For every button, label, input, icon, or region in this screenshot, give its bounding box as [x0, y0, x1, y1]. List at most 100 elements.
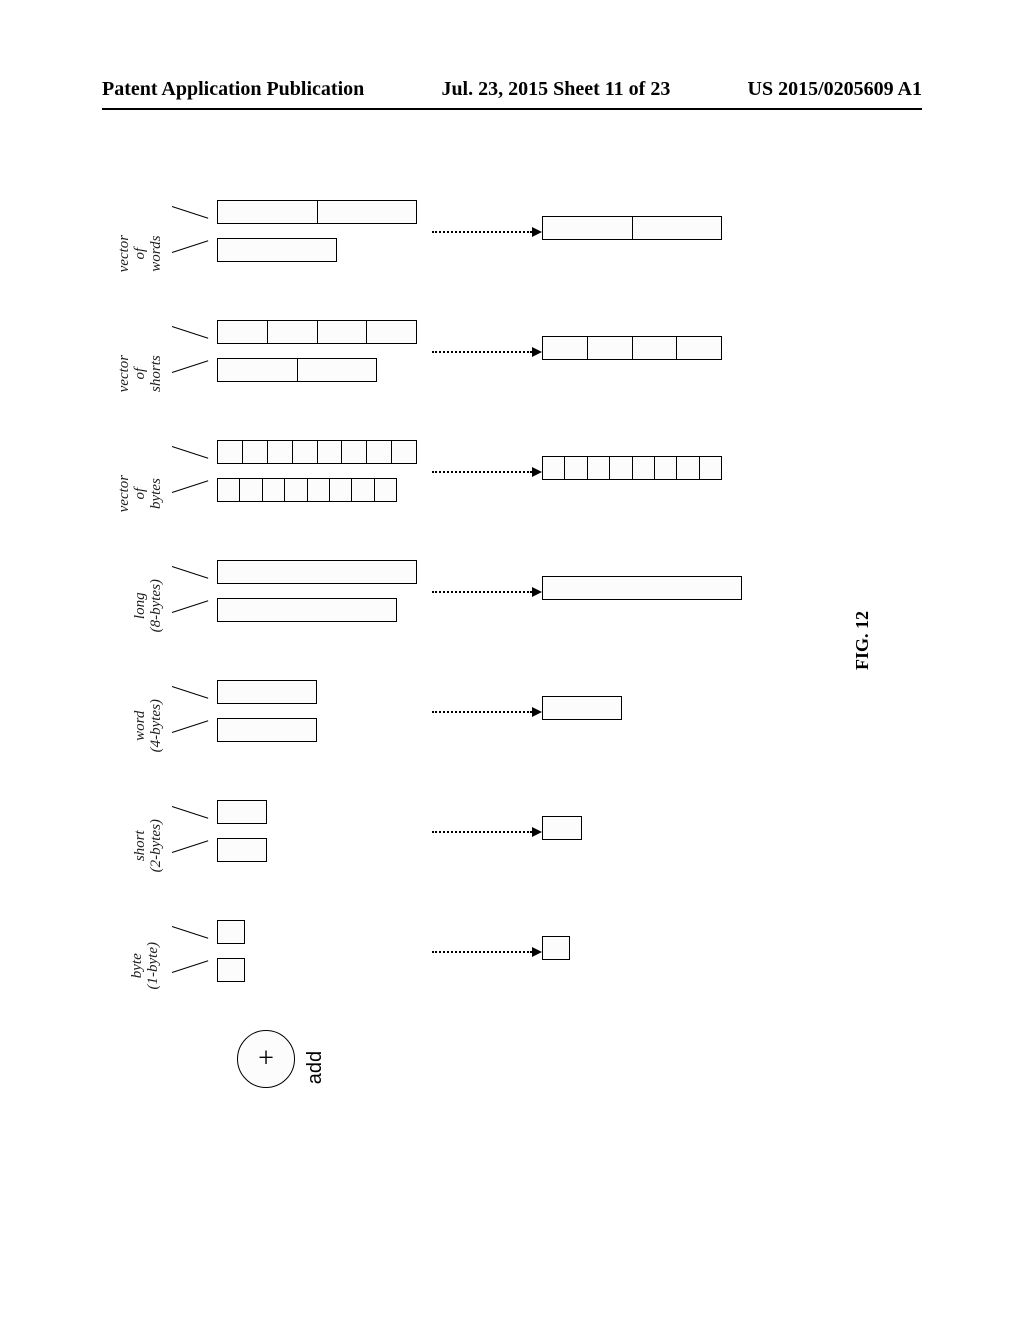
input-reg-b [217, 358, 377, 382]
reg-cell [218, 681, 316, 703]
header-rule [102, 108, 922, 110]
row-label-line: (2-bytes) [148, 819, 164, 872]
row-label: long(8-bytes) [133, 579, 165, 632]
input-reg-b [217, 718, 317, 742]
row-label-line: (4-bytes) [148, 699, 164, 752]
reg-cell [243, 441, 268, 463]
header-row: Patent Application Publication Jul. 23, … [102, 78, 922, 101]
reg-cell [218, 959, 244, 981]
row-label-line: words [148, 236, 164, 272]
brace-arm [172, 720, 208, 733]
reg-cell [218, 239, 336, 261]
row-label-line: (8-bytes) [148, 579, 164, 632]
reg-cell [268, 321, 318, 343]
input-reg-a [217, 920, 245, 944]
input-reg-b [217, 598, 397, 622]
reg-cell [392, 441, 416, 463]
row-label-line: (1-byte) [145, 942, 161, 989]
input-reg-a [217, 800, 267, 824]
reg-cell [633, 337, 678, 359]
arrow-head-icon [532, 347, 542, 357]
arrow-head-icon [532, 827, 542, 837]
reg-cell [218, 359, 298, 381]
output-reg [542, 456, 722, 480]
reg-cell [218, 719, 316, 741]
row-label-line: bytes [148, 478, 164, 509]
reg-cell [298, 359, 377, 381]
brace-arm [172, 566, 208, 579]
arrow-line [432, 951, 532, 953]
reg-cell [655, 457, 677, 479]
output-reg [542, 336, 722, 360]
row-label-line: vector [116, 475, 132, 512]
brace-arm [172, 206, 208, 219]
row-label-line: vector [116, 235, 132, 272]
reg-cell [218, 479, 240, 501]
reg-cell [268, 441, 293, 463]
figure-caption: FIG. 12 [852, 611, 873, 670]
arrow-head-icon [532, 947, 542, 957]
brace-arm [172, 840, 208, 853]
brace-arm [172, 926, 208, 939]
reg-cell [218, 921, 244, 943]
row-label-line: shorts [148, 355, 164, 392]
row-label-line: vector [116, 355, 132, 392]
operator-label: add [304, 1051, 327, 1084]
reg-cell [318, 321, 368, 343]
row-label: byte(1-byte) [130, 942, 162, 989]
row-label: vectorofwords [117, 235, 164, 272]
arrow-head-icon [532, 227, 542, 237]
output-reg [542, 696, 622, 720]
row-label-line: of [132, 488, 148, 500]
header-left: Patent Application Publication [102, 78, 364, 101]
brace-arm [172, 240, 208, 253]
arrow-line [432, 711, 532, 713]
input-reg-b [217, 478, 397, 502]
arrow-line [432, 231, 532, 233]
input-reg-b [217, 838, 267, 862]
brace-arm [172, 360, 208, 373]
brace-arm [172, 686, 208, 699]
output-reg [542, 576, 742, 600]
reg-cell [352, 479, 374, 501]
reg-cell [633, 457, 655, 479]
reg-cell [240, 479, 262, 501]
row-label: short(2-bytes) [133, 819, 165, 872]
input-reg-a [217, 200, 417, 224]
reg-cell [633, 217, 722, 239]
reg-cell [543, 337, 588, 359]
reg-cell [318, 201, 417, 223]
row-label: word(4-bytes) [133, 699, 165, 752]
reg-cell [543, 217, 633, 239]
row-label: vectorofshorts [117, 355, 164, 392]
reg-cell [218, 321, 268, 343]
reg-cell [367, 441, 392, 463]
brace-arm [172, 446, 208, 459]
operator-symbol: + [258, 1043, 274, 1075]
arrow-head-icon [532, 467, 542, 477]
reg-cell [308, 479, 330, 501]
reg-cell [218, 561, 416, 583]
row-label-line: word [132, 711, 148, 741]
input-reg-a [217, 440, 417, 464]
brace-arm [172, 960, 208, 973]
reg-cell [285, 479, 307, 501]
row-label-line: long [132, 592, 148, 619]
arrow-line [432, 351, 532, 353]
output-reg [542, 216, 722, 240]
output-reg [542, 936, 570, 960]
reg-cell [218, 801, 266, 823]
brace-arm [172, 326, 208, 339]
output-reg [542, 816, 582, 840]
reg-cell [543, 817, 581, 839]
operator-circle: + [237, 1030, 295, 1088]
input-reg-b [217, 958, 245, 982]
input-reg-a [217, 680, 317, 704]
reg-cell [218, 839, 266, 861]
header-right: US 2015/0205609 A1 [748, 78, 922, 101]
reg-cell [218, 599, 396, 621]
reg-cell [330, 479, 352, 501]
row-label-line: of [132, 248, 148, 260]
reg-cell [565, 457, 587, 479]
reg-cell [218, 201, 318, 223]
